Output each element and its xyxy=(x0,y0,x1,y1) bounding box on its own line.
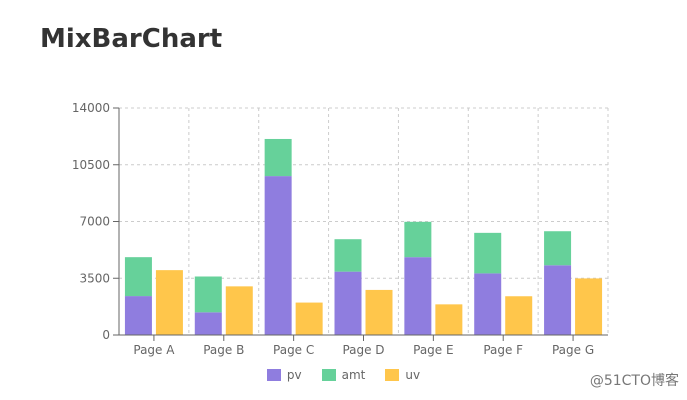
bar-pv-2 xyxy=(264,176,292,335)
legend-swatch-uv xyxy=(385,369,400,381)
chart-title: MixBarChart xyxy=(40,24,223,54)
watermark: @51CTO博客 xyxy=(589,373,679,389)
bar-amt-2 xyxy=(264,138,292,177)
bar-amt-6 xyxy=(544,231,572,266)
bar-amt-3 xyxy=(334,239,362,272)
bar-amt-1 xyxy=(194,276,222,313)
x-tick-label-4: Page E xyxy=(413,343,453,357)
axes-layer: Page A Page B Page C Page D Page E Page F Page… xyxy=(72,101,608,357)
bar-uv-0 xyxy=(155,270,183,335)
bar-uv-5 xyxy=(505,296,533,335)
y-tick-label-3: 10500 xyxy=(72,158,110,172)
bar-pv-0 xyxy=(124,296,152,335)
bar-amt-0 xyxy=(124,257,152,297)
bar-pv-4 xyxy=(404,257,432,335)
bars-layer xyxy=(124,138,603,335)
legend-item-amt[interactable]: amt xyxy=(321,368,366,382)
y-tick-label-2: 7000 xyxy=(79,215,110,229)
bar-pv-6 xyxy=(544,265,572,335)
y-tick-label-1: 3500 xyxy=(79,271,110,285)
x-tick-label-6: Page G xyxy=(552,343,594,357)
bar-amt-4 xyxy=(404,221,432,258)
x-tick-label-1: Page B xyxy=(203,343,244,357)
bar-pv-1 xyxy=(194,312,222,335)
bar-uv-2 xyxy=(295,302,323,335)
legend-swatch-pv xyxy=(266,369,281,381)
bar-uv-6 xyxy=(575,278,603,335)
y-tick-label-4: 14000 xyxy=(72,101,110,115)
y-tick-label-0: 0 xyxy=(102,328,110,342)
legend-label-amt: amt xyxy=(341,368,366,382)
bar-uv-4 xyxy=(435,304,463,335)
grid-lines xyxy=(118,107,609,336)
x-tick-label-0: Page A xyxy=(133,343,175,357)
legend-item-uv[interactable]: uv xyxy=(385,368,420,382)
bar-pv-3 xyxy=(334,271,362,335)
bar-pv-5 xyxy=(474,273,502,335)
legend-item-pv[interactable]: pv xyxy=(266,368,302,382)
legend-label-uv: uv xyxy=(405,368,421,382)
bar-amt-5 xyxy=(474,232,502,274)
legend-swatch-amt xyxy=(321,369,336,381)
x-tick-label-2: Page C xyxy=(273,343,314,357)
bar-uv-3 xyxy=(365,289,393,335)
legend: pv amt uv xyxy=(0,368,687,382)
x-tick-label-5: Page F xyxy=(483,343,523,357)
legend-label-pv: pv xyxy=(286,368,302,382)
bar-uv-1 xyxy=(225,286,253,335)
x-tick-label-3: Page D xyxy=(342,343,384,357)
